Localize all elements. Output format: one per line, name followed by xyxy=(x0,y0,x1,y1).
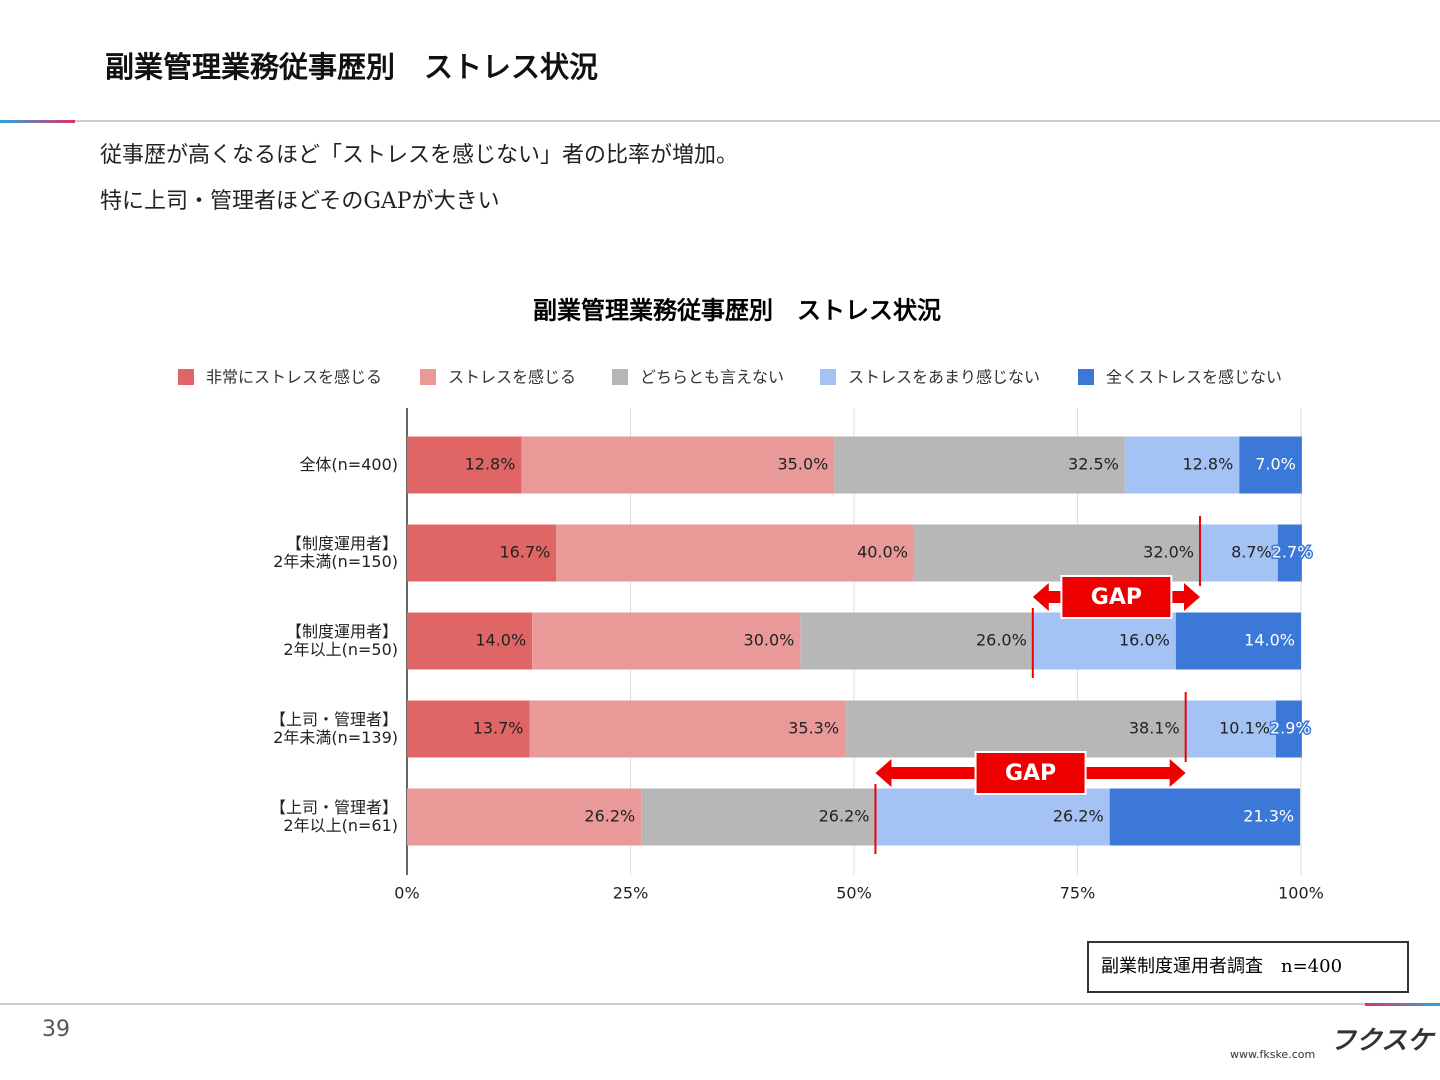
value-label: 35.3% xyxy=(788,719,839,738)
legend-swatch xyxy=(612,369,628,385)
bar-segment xyxy=(1239,436,1302,494)
body-text: 従事歴が高くなるほど「ストレスを感じない」者の比率が増加。 xyxy=(100,143,739,168)
legend-label: どちらとも言えない xyxy=(640,368,784,387)
value-label: 35.0% xyxy=(778,455,829,474)
bar-segment xyxy=(1275,700,1302,758)
value-label: 32.0% xyxy=(1143,543,1194,562)
footer-rule xyxy=(0,1003,1440,1005)
value-label: 12.8% xyxy=(1182,455,1233,474)
legend-label: 全くストレスを感じない xyxy=(1106,368,1282,387)
gap-label: GAP xyxy=(1005,761,1056,786)
legend-swatch xyxy=(420,369,436,385)
bar-segment xyxy=(1277,524,1302,582)
x-tick-label: 50% xyxy=(836,884,872,903)
bar-segment xyxy=(556,524,914,582)
gap-label: GAP xyxy=(1091,585,1142,610)
bar-segment xyxy=(532,612,801,670)
bar-segment xyxy=(875,788,1110,846)
bar-segment xyxy=(407,524,557,582)
value-label: 10.1% xyxy=(1219,719,1270,738)
legend-label: 非常にストレスを感じる xyxy=(206,368,382,387)
y-tick-label: 【上司・管理者】 2年未満(n=139) xyxy=(269,710,398,747)
gap-box xyxy=(974,751,1087,795)
y-tick-label: 【上司・管理者】 2年以上(n=61) xyxy=(269,798,398,835)
header-accent xyxy=(0,120,75,123)
value-label: 21.3% xyxy=(1243,807,1294,826)
chart-title: 副業管理業務従事歴別 ストレス状況 xyxy=(533,296,941,325)
value-label: 2.7% xyxy=(1272,543,1313,562)
legend-swatch xyxy=(178,369,194,385)
value-label: 16.7% xyxy=(499,543,550,562)
bar-segment xyxy=(1185,700,1276,758)
bar-segment xyxy=(529,700,846,758)
bar-segment xyxy=(407,700,530,758)
bar-segment xyxy=(1175,612,1301,670)
bar-segment xyxy=(1124,436,1240,494)
bar-segment xyxy=(1109,788,1301,846)
value-label: 14.0% xyxy=(475,631,526,650)
bar-segment xyxy=(845,700,1186,758)
bar-segment xyxy=(407,612,533,670)
footer-accent xyxy=(1365,1003,1440,1006)
value-label: 32.5% xyxy=(1068,455,1119,474)
bar-segment xyxy=(407,436,522,494)
legend-label: ストレスを感じる xyxy=(448,368,576,387)
y-tick-label: 【制度運用者】 2年未満(n=150) xyxy=(273,534,398,571)
value-label: 26.2% xyxy=(1053,807,1104,826)
legend-swatch xyxy=(1078,369,1094,385)
value-label: 2.9% xyxy=(1270,719,1311,738)
bar-segment xyxy=(1199,524,1278,582)
body-text: 特に上司・管理者ほどそのGAPが大きい xyxy=(100,189,500,214)
bar-segment xyxy=(521,436,835,494)
bar-segment xyxy=(913,524,1200,582)
value-label: 30.0% xyxy=(744,631,795,650)
legend-swatch xyxy=(820,369,836,385)
value-label: 13.7% xyxy=(473,719,524,738)
page-number: 39 xyxy=(42,1017,70,1042)
url: www.fkske.com xyxy=(1230,1048,1316,1061)
bar-segment xyxy=(1032,612,1176,670)
logo: フクスケ xyxy=(1330,1026,1434,1056)
gap-box xyxy=(1060,575,1173,619)
x-tick-label: 75% xyxy=(1060,884,1096,903)
x-tick-label: 25% xyxy=(613,884,649,903)
value-label: 7.0% xyxy=(1255,455,1296,474)
value-label: 40.0% xyxy=(857,543,908,562)
value-label: 26.2% xyxy=(584,807,635,826)
x-tick-label: 100% xyxy=(1278,884,1324,903)
header-rule xyxy=(0,120,1440,122)
value-label: 26.2% xyxy=(819,807,870,826)
value-label: 38.1% xyxy=(1129,719,1180,738)
slide-title: 副業管理業務従事歴別 ストレス状況 xyxy=(105,50,599,84)
bar-segment xyxy=(407,788,642,846)
legend-label: ストレスをあまり感じない xyxy=(848,368,1040,387)
value-label: 8.7% xyxy=(1231,543,1272,562)
value-label: 26.0% xyxy=(976,631,1027,650)
y-tick-label: 全体(n=400) xyxy=(299,455,398,474)
value-label: 16.0% xyxy=(1119,631,1170,650)
bar-segment xyxy=(641,788,876,846)
bar-segment xyxy=(834,436,1125,494)
value-label: 12.8% xyxy=(465,455,516,474)
value-label: 14.0% xyxy=(1244,631,1295,650)
bar-segment xyxy=(800,612,1033,670)
y-tick-label: 【制度運用者】 2年以上(n=50) xyxy=(283,622,398,659)
x-tick-label: 0% xyxy=(394,884,419,903)
source-box: 副業制度運用者調査 n=400 xyxy=(1087,941,1409,993)
